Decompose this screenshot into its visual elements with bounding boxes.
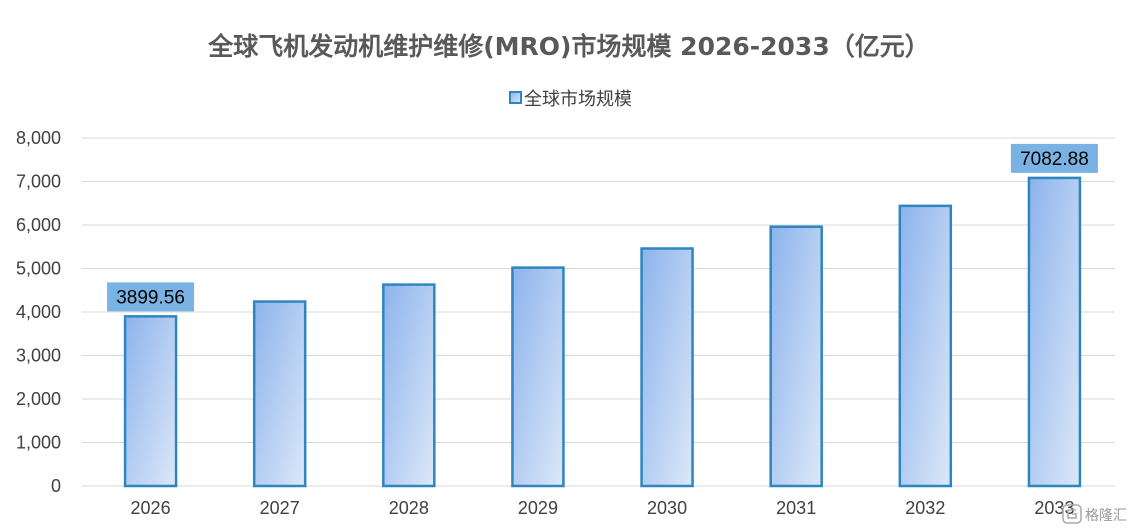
data-label: 3899.56 bbox=[116, 287, 185, 308]
x-tick-label: 2029 bbox=[518, 498, 558, 518]
y-axis-ticks: 0 1,000 2,000 3,000 4,000 5,000 6,000 7,000 8,00… bbox=[16, 128, 61, 496]
y-tick-label: 1,000 bbox=[16, 433, 61, 453]
y-tick-label: 0 bbox=[51, 476, 61, 496]
legend-label: 全球市场规模 bbox=[524, 89, 632, 110]
bar-2027 bbox=[252, 300, 307, 488]
watermark: 格隆汇 bbox=[1062, 504, 1127, 524]
data-label: 7082.88 bbox=[1020, 149, 1089, 170]
x-tick-label: 2026 bbox=[131, 498, 171, 518]
legend-swatch bbox=[509, 91, 522, 104]
bar-2031 bbox=[769, 225, 823, 488]
chart-title: 全球飞机发动机维护维修(MRO)市场规模 2026-2033（亿元） bbox=[207, 32, 929, 61]
bars bbox=[123, 176, 1082, 488]
gridlines bbox=[82, 137, 1115, 487]
y-tick-label: 2,000 bbox=[16, 389, 61, 409]
x-tick-label: 2032 bbox=[905, 498, 945, 518]
y-tick-label: 7,000 bbox=[16, 172, 61, 192]
x-tick-label: 2030 bbox=[647, 498, 687, 518]
watermark-text: 格隆汇 bbox=[1085, 508, 1127, 524]
x-tick-label: 2033 bbox=[1034, 498, 1074, 518]
data-label-box bbox=[1010, 143, 1098, 173]
y-tick-label: 4,000 bbox=[16, 302, 61, 322]
x-tick-label: 2028 bbox=[389, 498, 429, 518]
watermark-logo-icon bbox=[1062, 504, 1082, 524]
y-tick-label: 8,000 bbox=[16, 128, 61, 148]
data-labels: 3899.56 7082.88 bbox=[107, 143, 1098, 312]
bar-2029 bbox=[511, 266, 565, 488]
legend: 全球市场规模 bbox=[509, 89, 632, 110]
bar-2032 bbox=[898, 204, 953, 488]
x-axis-ticks: 2026 2027 2028 2029 2030 2031 2032 2033 bbox=[131, 498, 1075, 518]
x-tick-label: 2027 bbox=[260, 498, 300, 518]
bar-2026 bbox=[123, 315, 178, 488]
y-tick-label: 6,000 bbox=[16, 215, 61, 235]
y-tick-label: 3,000 bbox=[16, 346, 61, 366]
bar-2033 bbox=[1027, 176, 1082, 488]
bar-2028 bbox=[382, 283, 436, 488]
x-tick-label: 2031 bbox=[776, 498, 816, 518]
y-tick-label: 5,000 bbox=[16, 259, 61, 279]
bar-2030 bbox=[640, 247, 694, 488]
data-label-box bbox=[107, 282, 195, 312]
